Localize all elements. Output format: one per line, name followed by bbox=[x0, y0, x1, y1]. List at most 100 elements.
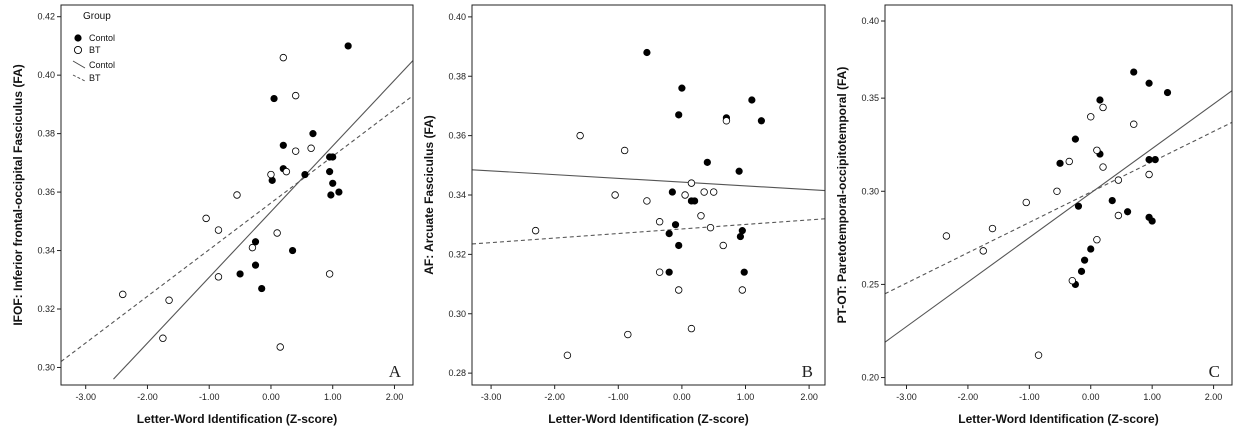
y-tick-label: 0.34 bbox=[448, 190, 466, 200]
point-contol bbox=[703, 158, 711, 166]
point-bt bbox=[1022, 198, 1030, 207]
legend-line-contol bbox=[72, 60, 86, 69]
x-tick-label: 1.00 bbox=[737, 392, 755, 402]
point-contol bbox=[270, 94, 278, 103]
point-bt bbox=[979, 247, 987, 255]
point-bt bbox=[291, 147, 300, 155]
point-bt bbox=[159, 334, 167, 342]
point-bt bbox=[276, 343, 284, 351]
point-contol bbox=[288, 246, 297, 255]
y-tick-label: 0.36 bbox=[448, 131, 466, 141]
y-tick-label: 0.30 bbox=[861, 186, 879, 196]
y-tick-label: 0.42 bbox=[37, 12, 55, 22]
y-tick-label: 0.40 bbox=[861, 16, 879, 26]
point-bt bbox=[248, 243, 257, 252]
point-bt bbox=[279, 53, 288, 62]
point-contol bbox=[335, 188, 343, 196]
x-tick-label: 2.00 bbox=[800, 392, 818, 402]
point-bt bbox=[624, 330, 632, 339]
x-tick-label: 2.00 bbox=[1205, 392, 1223, 402]
point-contol bbox=[668, 188, 676, 196]
point-contol bbox=[329, 179, 337, 187]
point-bt bbox=[738, 286, 747, 294]
y-axis-label: PT-OT: Paretotemporal-occipitotemporal (… bbox=[835, 67, 849, 324]
legend-title: Group bbox=[83, 11, 111, 22]
point-bt bbox=[1053, 187, 1061, 195]
point-bt bbox=[291, 91, 300, 100]
point-bt bbox=[687, 324, 696, 333]
point-bt bbox=[611, 191, 619, 199]
x-tick-label: -2.00 bbox=[137, 392, 158, 402]
fit-line-bt bbox=[60, 95, 414, 363]
fit-line-contol bbox=[113, 60, 414, 380]
plot-frame bbox=[884, 4, 1233, 386]
point-bt bbox=[706, 223, 715, 232]
chart-panel-c: -3.00 -2.00 -1.00 0.00 1.00 2.00 0.20 0.25 0.30 0… bbox=[835, 4, 1233, 426]
point-contol bbox=[1087, 245, 1095, 253]
point-bt bbox=[325, 270, 334, 278]
point-bt bbox=[282, 167, 291, 176]
point-bt bbox=[655, 218, 664, 226]
point-contol bbox=[738, 227, 746, 235]
point-contol bbox=[236, 270, 244, 278]
point-contol bbox=[1163, 88, 1172, 97]
y-axis-label: IFOF: Inferior frontal-occipital Fascicu… bbox=[11, 64, 25, 325]
x-tick-label: -1.00 bbox=[1019, 392, 1040, 402]
point-bt bbox=[1087, 113, 1095, 121]
x-tick-label: -1.00 bbox=[199, 392, 220, 402]
y-tick-label: 0.36 bbox=[37, 187, 55, 197]
point-contol bbox=[1096, 96, 1104, 104]
y-tick-label: 0.35 bbox=[861, 93, 879, 103]
x-tick-label: -2.00 bbox=[544, 392, 565, 402]
panel-letter: C bbox=[1209, 362, 1220, 381]
point-bt bbox=[1130, 120, 1138, 128]
point-contol bbox=[1056, 159, 1064, 167]
point-bt bbox=[576, 131, 584, 140]
point-bt bbox=[1093, 146, 1101, 154]
point-bt bbox=[988, 224, 997, 233]
point-contol bbox=[757, 117, 765, 125]
point-bt bbox=[1034, 351, 1043, 359]
x-axis-label: Letter-Word Identification (Z-score) bbox=[548, 412, 748, 426]
point-bt bbox=[214, 273, 223, 281]
point-bt bbox=[643, 197, 651, 205]
plot-frame bbox=[471, 4, 826, 386]
point-contol bbox=[675, 241, 683, 250]
point-bt bbox=[697, 212, 705, 220]
legend-label-bt-marker: BT bbox=[89, 45, 101, 55]
point-bt bbox=[1065, 157, 1073, 166]
point-contol bbox=[326, 168, 334, 176]
point-contol bbox=[1145, 79, 1153, 87]
y-tick-label: 0.38 bbox=[448, 71, 466, 81]
y-tick-label: 0.32 bbox=[37, 304, 55, 314]
point-bt bbox=[719, 241, 727, 250]
point-contol bbox=[1077, 267, 1086, 275]
y-tick-label: 0.32 bbox=[448, 249, 466, 259]
legend-line-bt bbox=[72, 74, 86, 82]
point-bt bbox=[233, 191, 241, 199]
point-bt bbox=[214, 226, 223, 234]
y-tick-label: 0.30 bbox=[37, 362, 55, 372]
legend-label-contol-line: Contol bbox=[89, 60, 115, 70]
point-contol bbox=[1148, 217, 1156, 225]
x-tick-label: -3.00 bbox=[896, 392, 917, 402]
point-bt bbox=[273, 229, 281, 237]
x-tick-label: -2.00 bbox=[958, 392, 979, 402]
point-contol bbox=[740, 268, 748, 276]
point-contol bbox=[279, 141, 287, 149]
y-tick-label: 0.20 bbox=[861, 373, 879, 383]
x-tick-label: -3.00 bbox=[75, 392, 96, 402]
point-bt bbox=[119, 290, 127, 299]
fit-line-contol bbox=[884, 90, 1233, 343]
point-contol bbox=[675, 111, 683, 119]
x-tick-label: -1.00 bbox=[608, 392, 629, 402]
y-tick-label: 0.34 bbox=[37, 246, 55, 256]
x-tick-label: 1.00 bbox=[324, 392, 342, 402]
legend-label-contol-marker: Contol bbox=[89, 33, 115, 43]
point-contol bbox=[1108, 196, 1116, 205]
point-contol bbox=[1074, 202, 1083, 210]
point-contol bbox=[327, 191, 335, 199]
point-bt bbox=[165, 296, 173, 304]
point-contol bbox=[251, 261, 260, 269]
point-bt bbox=[675, 286, 683, 294]
